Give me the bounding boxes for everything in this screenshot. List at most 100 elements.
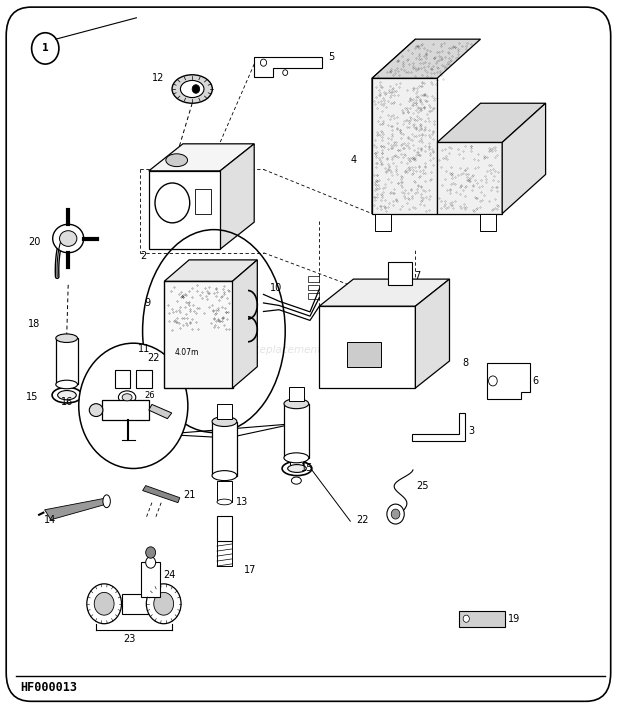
Ellipse shape	[180, 80, 204, 98]
Polygon shape	[45, 498, 107, 520]
Ellipse shape	[89, 404, 103, 417]
Bar	[459, 611, 505, 627]
Circle shape	[146, 584, 181, 624]
Bar	[388, 262, 412, 285]
Text: 18: 18	[28, 319, 40, 329]
Ellipse shape	[288, 464, 306, 473]
Text: 21: 21	[183, 490, 195, 500]
Text: 17: 17	[244, 565, 256, 575]
Ellipse shape	[282, 461, 312, 476]
Circle shape	[260, 59, 267, 66]
Ellipse shape	[52, 387, 82, 403]
Bar	[115, 370, 130, 388]
Text: 23: 23	[123, 634, 135, 644]
Text: HF000013: HF000013	[20, 681, 77, 693]
Text: 22: 22	[356, 515, 369, 525]
Bar	[375, 214, 391, 231]
Text: 24: 24	[163, 570, 175, 580]
Polygon shape	[437, 103, 546, 142]
Polygon shape	[415, 279, 450, 388]
Bar	[102, 400, 149, 420]
Text: 6: 6	[532, 376, 538, 386]
Circle shape	[192, 85, 200, 93]
Bar	[149, 171, 220, 249]
Polygon shape	[372, 39, 415, 214]
Ellipse shape	[118, 391, 136, 404]
Text: 26: 26	[144, 391, 155, 399]
Text: 9: 9	[144, 298, 150, 308]
Text: 14: 14	[43, 515, 56, 525]
Text: 16: 16	[61, 397, 73, 407]
Polygon shape	[487, 363, 530, 399]
Circle shape	[94, 592, 114, 615]
Ellipse shape	[60, 231, 77, 246]
Ellipse shape	[212, 417, 237, 426]
Ellipse shape	[103, 495, 110, 508]
Circle shape	[154, 592, 174, 615]
Bar	[289, 387, 304, 401]
Bar	[319, 306, 415, 388]
Ellipse shape	[166, 154, 187, 167]
Text: 20: 20	[28, 237, 40, 247]
Circle shape	[146, 547, 156, 558]
Circle shape	[489, 376, 497, 386]
Ellipse shape	[53, 224, 84, 253]
Circle shape	[87, 584, 122, 624]
Bar	[164, 281, 232, 388]
Ellipse shape	[284, 399, 309, 409]
Text: eReplacementParts.com: eReplacementParts.com	[246, 345, 374, 355]
Ellipse shape	[56, 334, 78, 342]
Bar	[217, 404, 232, 419]
Text: 1: 1	[42, 43, 48, 53]
Polygon shape	[502, 103, 546, 214]
Bar	[437, 142, 502, 214]
Polygon shape	[254, 57, 322, 77]
Bar	[290, 455, 303, 468]
Circle shape	[155, 183, 190, 223]
Text: 10: 10	[270, 283, 282, 293]
Text: 4: 4	[350, 155, 356, 165]
Polygon shape	[149, 144, 254, 171]
Polygon shape	[220, 144, 254, 249]
Ellipse shape	[284, 453, 309, 463]
Text: 19: 19	[508, 614, 521, 624]
Bar	[122, 594, 162, 614]
Bar	[347, 342, 381, 367]
Ellipse shape	[122, 394, 132, 401]
Ellipse shape	[217, 499, 232, 505]
Text: 12: 12	[152, 73, 164, 83]
Bar	[217, 516, 232, 541]
Polygon shape	[319, 279, 450, 306]
Circle shape	[283, 70, 288, 75]
Text: 11: 11	[138, 344, 150, 354]
Ellipse shape	[212, 471, 237, 481]
Polygon shape	[372, 39, 480, 78]
Bar	[308, 276, 319, 282]
Polygon shape	[164, 260, 257, 281]
Bar	[136, 370, 152, 388]
Bar	[308, 293, 319, 299]
Polygon shape	[143, 486, 180, 503]
Polygon shape	[149, 404, 172, 419]
Polygon shape	[412, 413, 465, 441]
Ellipse shape	[172, 75, 212, 103]
Circle shape	[387, 504, 404, 524]
Text: 8: 8	[462, 358, 468, 368]
Text: 2: 2	[141, 251, 147, 261]
Text: 15: 15	[301, 463, 313, 473]
Bar	[195, 189, 211, 214]
Polygon shape	[232, 260, 257, 388]
Text: 25: 25	[417, 481, 429, 491]
Text: 3: 3	[468, 426, 474, 436]
Ellipse shape	[58, 390, 76, 399]
Text: 4.07m: 4.07m	[175, 348, 200, 357]
Polygon shape	[372, 78, 437, 214]
Ellipse shape	[146, 557, 156, 568]
Circle shape	[463, 615, 469, 622]
Text: 5: 5	[329, 52, 335, 62]
Bar	[212, 422, 237, 476]
Text: 7: 7	[414, 271, 420, 281]
Circle shape	[79, 343, 188, 468]
FancyBboxPatch shape	[6, 7, 611, 701]
Text: 22: 22	[147, 353, 159, 363]
